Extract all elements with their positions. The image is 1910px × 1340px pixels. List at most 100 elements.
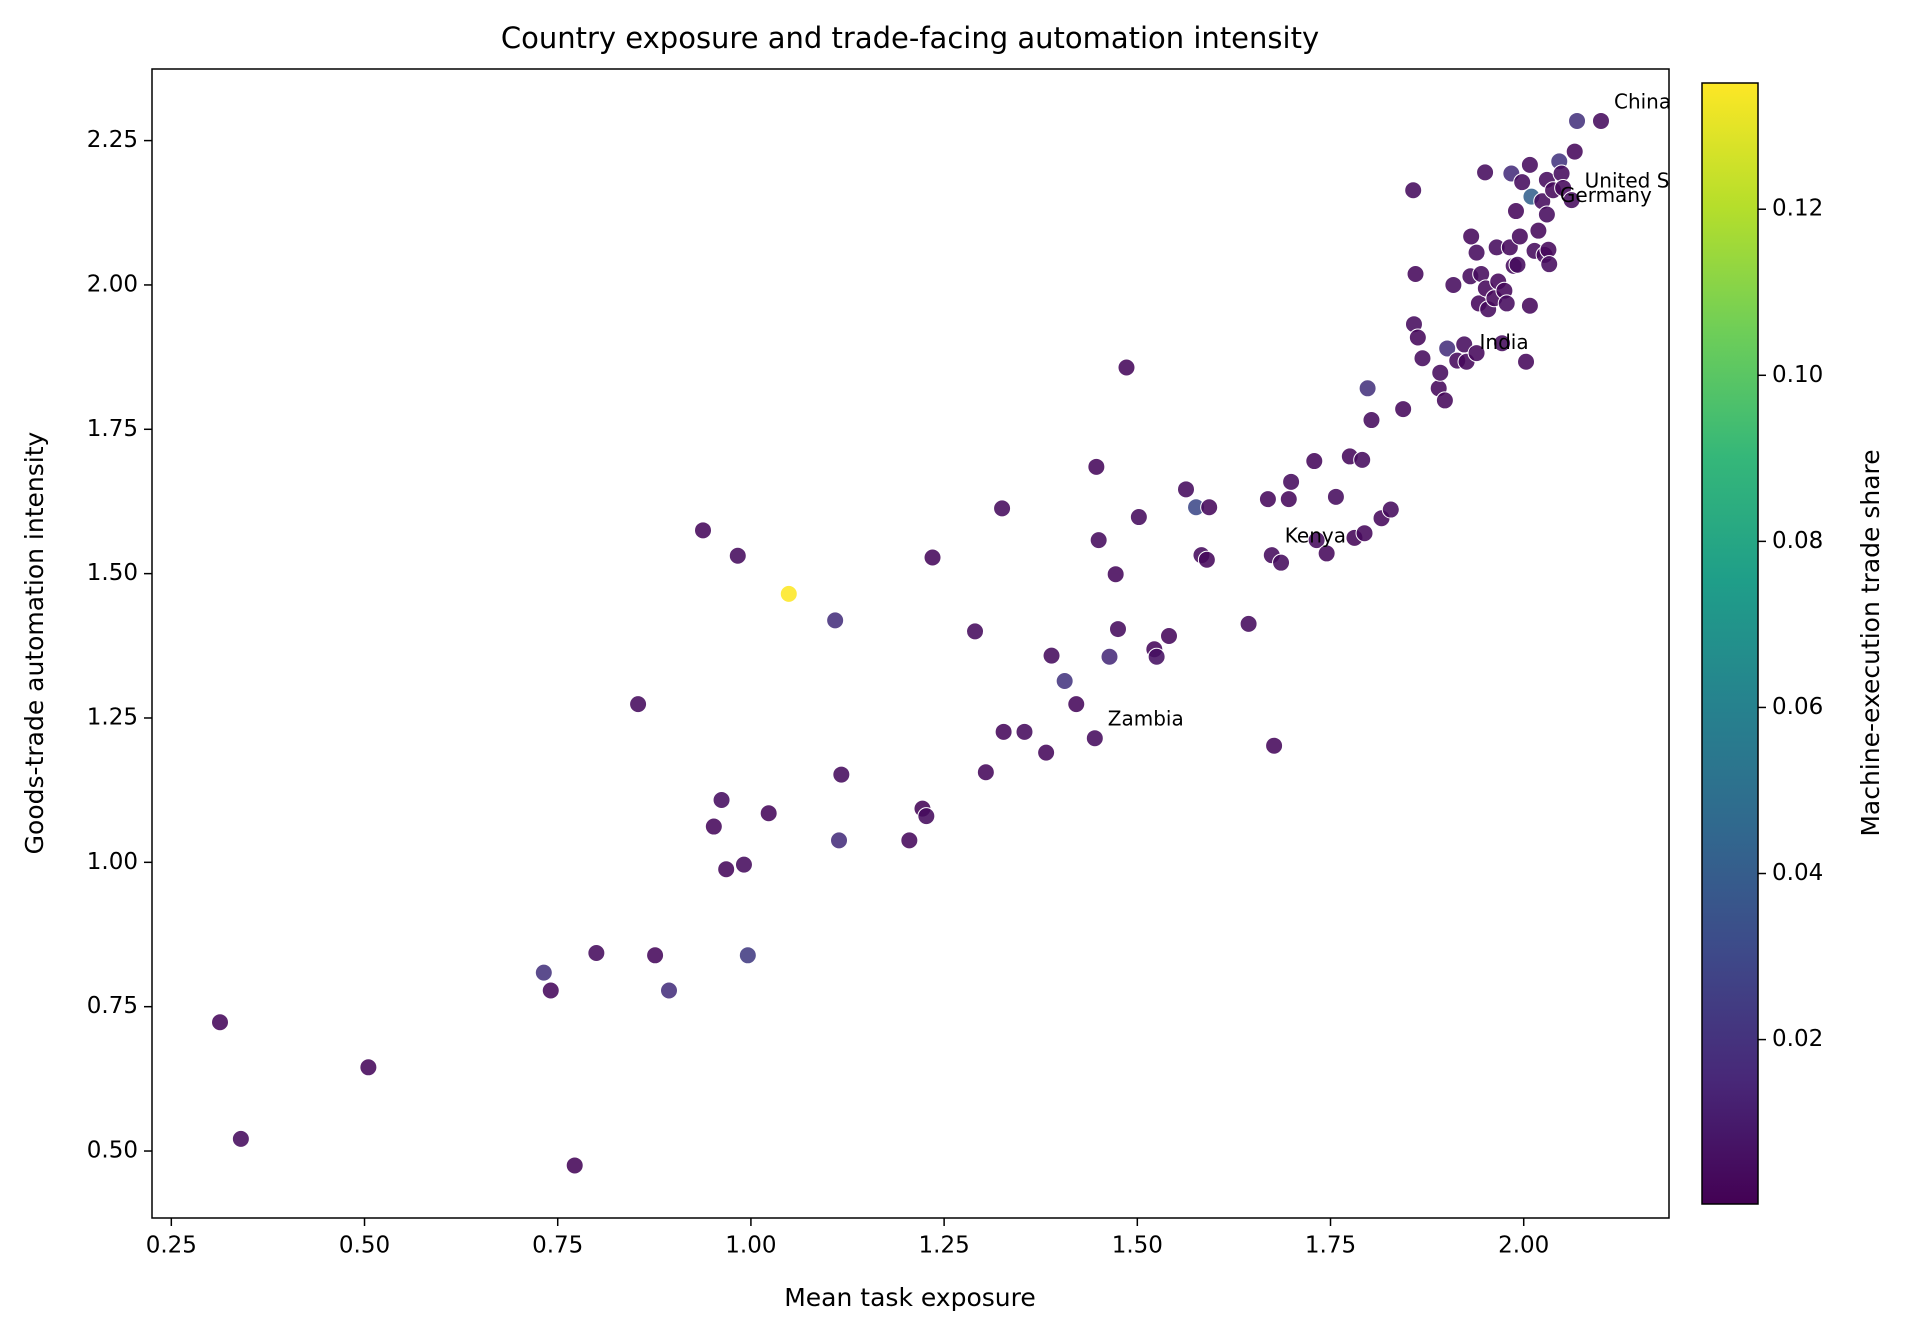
scatter-point (1406, 264, 1425, 283)
scatter-point (1279, 490, 1298, 509)
scatter-point (1568, 111, 1587, 130)
scatter-point (1317, 544, 1336, 563)
scatter-point (1408, 328, 1427, 347)
scatter-point (1506, 202, 1525, 221)
scatter-point (1513, 173, 1532, 192)
y-tick-label: 1.00 (87, 849, 138, 875)
scatter-point (759, 804, 778, 823)
chart-title: Country exposure and trade-facing automa… (501, 21, 1319, 55)
scatter-point (1258, 490, 1277, 509)
scatter-point (629, 695, 648, 714)
colorbar-tick-label: 0.02 (1772, 1026, 1823, 1052)
x-tick-label: 1.75 (1305, 1233, 1356, 1259)
x-tick-label: 1.25 (919, 1233, 970, 1259)
scatter-point (1147, 647, 1166, 666)
scatter-point (587, 943, 606, 962)
scatter-point (1085, 729, 1104, 748)
scatter-point (1197, 550, 1216, 569)
scatter-point (993, 499, 1012, 518)
scatter-point (923, 548, 942, 567)
scatter-point (832, 765, 851, 784)
y-tick-label: 1.50 (87, 560, 138, 586)
scatter-point (717, 860, 736, 879)
scatter-point (994, 722, 1013, 741)
scatter-point (917, 807, 936, 826)
scatter-point (1520, 155, 1539, 174)
scatter-point (1413, 349, 1432, 368)
scatter-point (1510, 227, 1529, 246)
scatter-point (1282, 472, 1301, 491)
scatter-point (738, 946, 757, 965)
x-tick-label: 0.25 (146, 1233, 197, 1259)
scatter-point (1467, 344, 1486, 363)
colorbar-label: Machine-execution trade share (1856, 449, 1885, 836)
scatter-point (1520, 296, 1539, 315)
scatter-point (565, 1156, 584, 1175)
axes-frame (151, 68, 1670, 1219)
scatter-point (704, 817, 723, 836)
point-annotation: Zambia (1108, 707, 1184, 731)
scatter-point (534, 963, 553, 982)
scatter-point (1355, 524, 1374, 543)
scatter-point (1431, 363, 1450, 382)
scatter-point (1089, 531, 1108, 550)
scatter-point (660, 981, 679, 1000)
y-tick-label: 1.75 (87, 416, 138, 442)
y-tick-label: 1.25 (87, 704, 138, 730)
scatter-point (1467, 243, 1486, 262)
scatter-point (1517, 352, 1536, 371)
y-tick-label: 0.50 (87, 1138, 138, 1164)
scatter-point (359, 1058, 378, 1077)
scatter-point (1529, 221, 1548, 240)
colorbar-tick-label: 0.12 (1772, 196, 1823, 222)
x-tick-label: 0.50 (339, 1233, 390, 1259)
point-annotation: United States (1585, 169, 1720, 193)
point-annotation: Kenya (1285, 524, 1346, 548)
scatter-point (646, 946, 665, 965)
scatter-point (541, 981, 560, 1000)
scatter-point (734, 855, 753, 874)
x-tick-label: 2.00 (1498, 1233, 1549, 1259)
colorbar-tick-label: 0.04 (1772, 860, 1823, 886)
scatter-point (1381, 500, 1400, 519)
scatter-point (1117, 358, 1136, 377)
scatter-point (1438, 339, 1457, 358)
colorbar-tick-label: 0.10 (1772, 362, 1823, 388)
colorbar (1701, 82, 1759, 1205)
scatter-point (779, 584, 798, 603)
x-axis-label: Mean task exposure (784, 1283, 1036, 1312)
scatter-point (1037, 743, 1056, 762)
point-annotation: Germany (1560, 183, 1652, 207)
x-tick-label: 1.00 (725, 1233, 776, 1259)
scatter-point (1508, 255, 1527, 274)
x-tick-label: 0.75 (532, 1233, 583, 1259)
x-tick-label: 1.50 (1112, 1233, 1163, 1259)
scatter-point (1497, 294, 1516, 313)
scatter-point (1462, 227, 1481, 246)
scatter-point (211, 1013, 230, 1032)
scatter-point (1562, 191, 1581, 210)
scatter-point (1129, 508, 1148, 527)
scatter-point (1362, 411, 1381, 430)
scatter-point (1067, 695, 1086, 714)
scatter-point (1087, 457, 1106, 476)
y-axis-label: Goods-trade automation intensity (20, 431, 49, 854)
colorbar-tick-label: 0.06 (1772, 694, 1823, 720)
scatter-point (712, 790, 731, 809)
scatter-point (1015, 722, 1034, 741)
scatter-point (1537, 205, 1556, 224)
point-annotation: India (1480, 330, 1529, 354)
scatter-point (1493, 334, 1512, 353)
scatter-point (1540, 255, 1559, 274)
scatter-point (1326, 487, 1345, 506)
scatter-point (1200, 498, 1219, 517)
scatter-point (1358, 379, 1377, 398)
scatter-point (1394, 400, 1413, 419)
scatter-point (1239, 614, 1258, 633)
scatter-point (1042, 646, 1061, 665)
scatter-point (1100, 647, 1119, 666)
scatter-point (1455, 335, 1474, 354)
scatter-point (231, 1129, 250, 1148)
